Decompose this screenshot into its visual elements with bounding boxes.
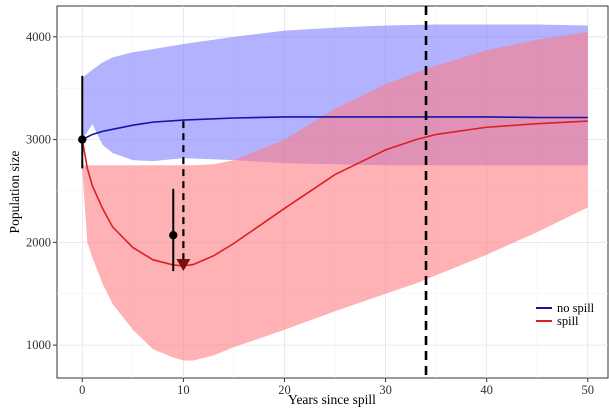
line-spill [81, 120, 588, 267]
y-tick-label: 2000 [26, 235, 51, 249]
y-tick-label: 1000 [26, 338, 51, 352]
x-tick-label: 20 [278, 383, 291, 397]
legend-label-no-spill: no spill [557, 301, 595, 315]
data-point [169, 230, 178, 240]
x-axis-title: Years since spill [288, 392, 376, 407]
y-tick-label: 4000 [26, 30, 51, 44]
annotations [78, 6, 428, 378]
x-tick-label: 10 [177, 383, 190, 397]
arrow-marker [176, 258, 191, 271]
series-lines [81, 116, 588, 267]
band-spill [82, 31, 588, 361]
x-tick-label: 40 [480, 383, 493, 397]
legend-label-spill: spill [557, 314, 579, 328]
y-axis-title: Population size [7, 151, 22, 234]
x-tick-label: 50 [582, 383, 595, 397]
y-tick-label: 3000 [26, 133, 51, 147]
x-tick-label: 30 [379, 383, 392, 397]
data-point [78, 135, 87, 144]
x-tick-label: 0 [79, 383, 85, 397]
axes: 0 10 20 30 40 50 1000 2000 3000 4000 [26, 30, 594, 397]
line-no-spill [81, 116, 588, 141]
legend: no spill spill [536, 301, 595, 328]
